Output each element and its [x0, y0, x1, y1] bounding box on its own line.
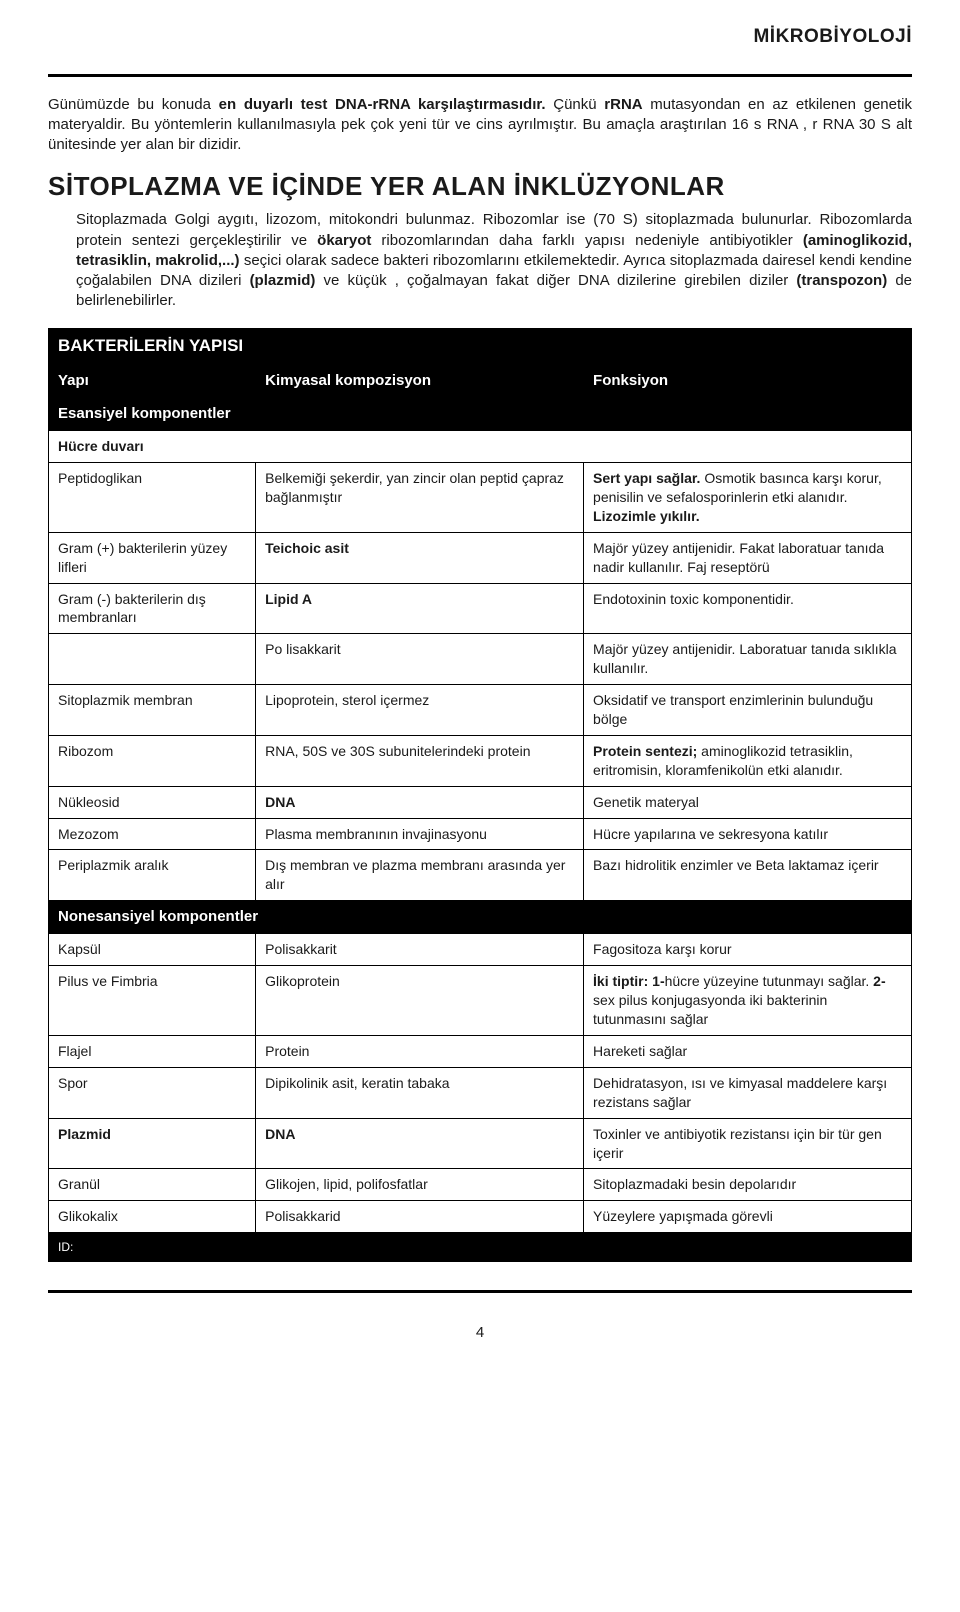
table-row: Po lisakkaritMajör yüzey antijenidir. La… [49, 634, 912, 685]
table-cell-fonksiyon: Yüzeylere yapışmada görevli [584, 1201, 912, 1233]
table-cell-yapi: Spor [49, 1067, 256, 1118]
table-row: NükleosidDNAGenetik materyal [49, 786, 912, 818]
table-cell-yapi: Gram (-) bakterilerin dış membranları [49, 583, 256, 634]
table-col-yapi: Yapı [49, 364, 256, 397]
table-title: BAKTERİLERİN YAPISI [49, 328, 912, 364]
table-row: Pilus ve FimbriaGlikoproteinİki tiptir: … [49, 966, 912, 1036]
table-row: GranülGlikojen, lipid, polifosfatlarSito… [49, 1169, 912, 1201]
section-title: SİTOPLAZMA VE İÇİNDE YER ALAN İNKLÜZYONL… [48, 169, 912, 204]
table-cell-fonksiyon: Protein sentezi; aminoglikozid tetrasikl… [584, 735, 912, 786]
table-cell-fonksiyon: Hücre yapılarına ve sekresyona katılır [584, 818, 912, 850]
table-col-fonksiyon: Fonksiyon [584, 364, 912, 397]
table-cell-kompozisyon: RNA, 50S ve 30S subunitelerindeki protei… [256, 735, 584, 786]
nonessential-sub-header: Nonesansiyel komponentler [49, 901, 912, 934]
table-row: PeptidoglikanBelkemiği şekerdir, yan zin… [49, 463, 912, 533]
intro-text: Günümüzde bu konuda en duyarlı test DNA-… [48, 95, 912, 156]
table-cell-yapi: Ribozom [49, 735, 256, 786]
cell-wall-header: Hücre duvarı [49, 431, 912, 463]
table-cell-fonksiyon: Bazı hidrolitik enzimler ve Beta laktama… [584, 850, 912, 901]
table-cell-yapi: Nükleosid [49, 786, 256, 818]
table-cell-kompozisyon: Polisakkarid [256, 1201, 584, 1233]
table-cell-yapi: Sitoplazmik membran [49, 685, 256, 736]
table-cell-yapi: Gram (+) bakterilerin yüzey lifleri [49, 532, 256, 583]
table-cell-fonksiyon: Majör yüzey antijenidir. Fakat laboratua… [584, 532, 912, 583]
table-cell-yapi: Flajel [49, 1036, 256, 1068]
page-number: 4 [48, 1323, 912, 1343]
header-rule [48, 74, 912, 77]
table-cell-yapi [49, 634, 256, 685]
table-row: PlazmidDNAToxinler ve antibiyotik rezist… [49, 1118, 912, 1169]
table-cell-yapi: Plazmid [49, 1118, 256, 1169]
table-cell-fonksiyon: Endotoxinin toxic komponentidir. [584, 583, 912, 634]
table-cell-kompozisyon: Lipid A [256, 583, 584, 634]
table-cell-yapi: Granül [49, 1169, 256, 1201]
table-cell-kompozisyon: Polisakkarit [256, 934, 584, 966]
section-body-text: Sitoplazmada Golgi aygıtı, lizozom, mito… [76, 210, 912, 311]
table-cell-kompozisyon: Dış membran ve plazma membranı arasında … [256, 850, 584, 901]
table-cell-fonksiyon: Fagositoza karşı korur [584, 934, 912, 966]
table-cell-fonksiyon: Majör yüzey antijenidir. Laboratuar tanı… [584, 634, 912, 685]
footer-rule [48, 1290, 912, 1293]
table-cell-fonksiyon: Toxinler ve antibiyotik rezistansı için … [584, 1118, 912, 1169]
page-header-title: MİKROBİYOLOJİ [48, 24, 912, 56]
table-cell-fonksiyon: Sitoplazmadaki besin depolarıdır [584, 1169, 912, 1201]
table-cell-fonksiyon: Hareketi sağlar [584, 1036, 912, 1068]
table-row: KapsülPolisakkaritFagositoza karşı korur [49, 934, 912, 966]
table-cell-yapi: Kapsül [49, 934, 256, 966]
essential-sub-header: Esansiyel komponentler [49, 397, 912, 430]
table-cell-kompozisyon: Glikojen, lipid, polifosfatlar [256, 1169, 584, 1201]
table-id-label: ID: [49, 1233, 912, 1262]
table-row: SporDipikolinik asit, keratin tabakaDehi… [49, 1067, 912, 1118]
table-cell-fonksiyon: Oksidatif ve transport enzimlerinin bulu… [584, 685, 912, 736]
table-col-kompozisyon: Kimyasal kompozisyon [256, 364, 584, 397]
table-cell-kompozisyon: DNA [256, 1118, 584, 1169]
bacteria-structure-table: BAKTERİLERİN YAPISI Yapı Kimyasal kompoz… [48, 328, 912, 1263]
table-cell-kompozisyon: Lipoprotein, sterol içermez [256, 685, 584, 736]
table-cell-yapi: Peptidoglikan [49, 463, 256, 533]
table-cell-kompozisyon: Teichoic asit [256, 532, 584, 583]
table-row: FlajelProteinHareketi sağlar [49, 1036, 912, 1068]
table-row: MezozomPlasma membranının invajinasyonuH… [49, 818, 912, 850]
table-cell-kompozisyon: Dipikolinik asit, keratin tabaka [256, 1067, 584, 1118]
table-cell-fonksiyon: İki tiptir: 1-hücre yüzeyine tutunmayı s… [584, 966, 912, 1036]
section-body: Sitoplazmada Golgi aygıtı, lizozom, mito… [48, 210, 912, 311]
table-cell-kompozisyon: Plasma membranının invajinasyonu [256, 818, 584, 850]
table-cell-kompozisyon: Protein [256, 1036, 584, 1068]
table-cell-kompozisyon: Po lisakkarit [256, 634, 584, 685]
table-cell-fonksiyon: Sert yapı sağlar. Osmotik basınca karşı … [584, 463, 912, 533]
table-cell-yapi: Periplazmik aralık [49, 850, 256, 901]
table-row: GlikokalixPolisakkaridYüzeylere yapışmad… [49, 1201, 912, 1233]
table-row: Periplazmik aralıkDış membran ve plazma … [49, 850, 912, 901]
table-cell-kompozisyon: Belkemiği şekerdir, yan zincir olan pept… [256, 463, 584, 533]
table-cell-yapi: Mezozom [49, 818, 256, 850]
table-cell-fonksiyon: Dehidratasyon, ısı ve kimyasal maddelere… [584, 1067, 912, 1118]
table-cell-fonksiyon: Genetik materyal [584, 786, 912, 818]
table-row: Gram (-) bakterilerin dış membranlarıLip… [49, 583, 912, 634]
intro-paragraph: Günümüzde bu konuda en duyarlı test DNA-… [48, 95, 912, 156]
table-row: RibozomRNA, 50S ve 30S subunitelerindeki… [49, 735, 912, 786]
table-cell-kompozisyon: Glikoprotein [256, 966, 584, 1036]
table-cell-yapi: Glikokalix [49, 1201, 256, 1233]
table-row: Gram (+) bakterilerin yüzey lifleriTeich… [49, 532, 912, 583]
table-row: Sitoplazmik membranLipoprotein, sterol i… [49, 685, 912, 736]
table-cell-kompozisyon: DNA [256, 786, 584, 818]
table-cell-yapi: Pilus ve Fimbria [49, 966, 256, 1036]
